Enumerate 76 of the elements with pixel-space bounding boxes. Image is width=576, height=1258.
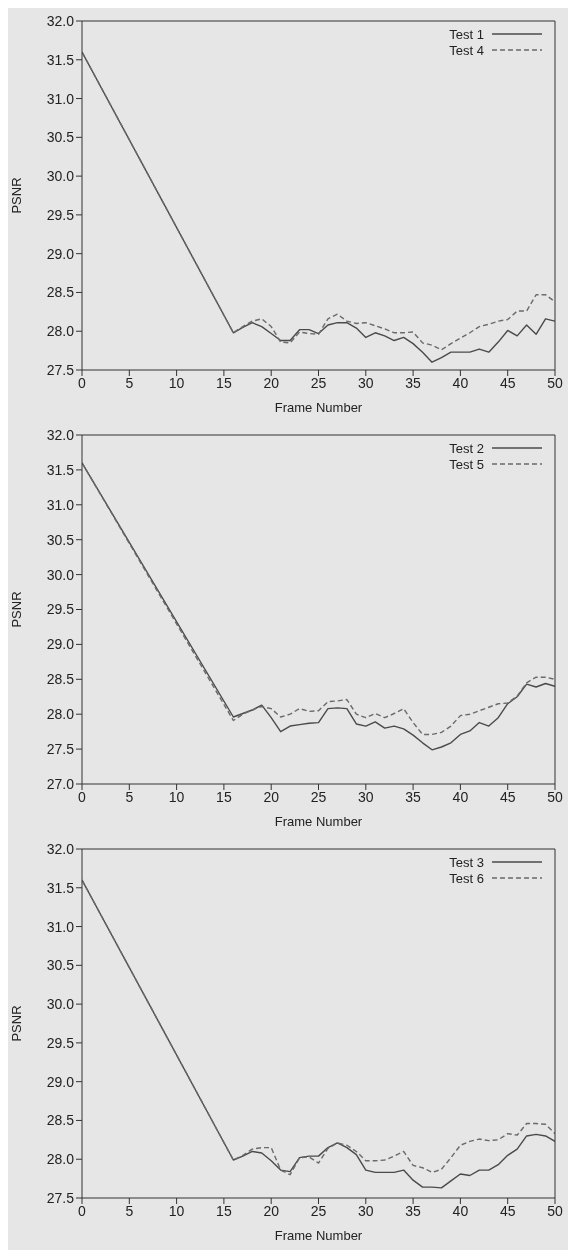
x-tick-label: 35: [405, 788, 422, 805]
x-tick-label: 25: [310, 374, 327, 391]
x-tick-label: 10: [168, 374, 185, 391]
x-tick-label: 0: [78, 1202, 87, 1219]
y-tick-label: 31.5: [46, 461, 75, 478]
legend-label: Test 6: [449, 870, 484, 886]
legend-label: Test 2: [449, 440, 484, 456]
y-tick-label: 30.0: [46, 168, 75, 185]
x-tick-label: 40: [452, 374, 469, 391]
y-axis-title: PSNR: [8, 177, 24, 214]
y-axis-title: PSNR: [8, 591, 24, 628]
y-tick-label: 27.5: [46, 741, 75, 758]
y-tick-label: 32.0: [46, 840, 75, 857]
x-tick-label: 50: [547, 1202, 563, 1219]
y-tick-label: 27.5: [46, 361, 75, 378]
y-tick-label: 31.0: [46, 90, 75, 107]
y-tick-label: 28.0: [46, 323, 75, 340]
y-tick-label: 31.0: [46, 496, 75, 513]
x-tick-label: 25: [310, 788, 327, 805]
y-tick-label: 30.5: [46, 531, 75, 548]
y-tick-label: 29.0: [46, 245, 75, 262]
x-tick-label: 5: [125, 374, 134, 391]
y-tick-label: 27.5: [46, 1189, 75, 1206]
x-tick-label: 45: [499, 374, 516, 391]
y-tick-label: 30.5: [46, 129, 75, 146]
x-tick-label: 15: [216, 374, 232, 391]
y-tick-label: 28.0: [46, 1151, 75, 1168]
x-tick-label: 10: [168, 1202, 185, 1219]
legend-label: Test 4: [449, 42, 484, 58]
y-tick-label: 29.5: [46, 1034, 75, 1051]
x-tick-label: 45: [499, 1202, 516, 1219]
x-tick-label: 50: [547, 788, 563, 805]
y-tick-label: 30.0: [46, 566, 75, 583]
y-tick-label: 32.0: [46, 12, 75, 29]
x-tick-label: 20: [263, 788, 280, 805]
y-tick-label: 28.5: [46, 1112, 75, 1129]
y-tick-label: 30.0: [46, 996, 75, 1013]
legend-label: Test 1: [449, 26, 484, 42]
x-tick-label: 30: [358, 1202, 374, 1219]
x-tick-label: 15: [216, 788, 232, 805]
x-tick-label: 5: [125, 788, 134, 805]
legend-label: Test 3: [449, 854, 484, 870]
x-tick-label: 0: [78, 788, 87, 805]
x-axis-title: Frame Number: [274, 1228, 363, 1243]
y-tick-label: 28.5: [46, 671, 75, 688]
y-tick-label: 30.5: [46, 957, 75, 974]
x-tick-label: 30: [358, 788, 374, 805]
x-tick-label: 15: [216, 1202, 232, 1219]
x-tick-label: 40: [452, 1202, 469, 1219]
y-tick-label: 28.5: [46, 284, 75, 301]
x-tick-label: 20: [263, 374, 280, 391]
x-axis-title: Frame Number: [274, 400, 363, 415]
y-tick-label: 28.0: [46, 706, 75, 723]
x-tick-label: 10: [168, 788, 185, 805]
x-tick-label: 35: [405, 1202, 422, 1219]
x-tick-label: 30: [358, 374, 374, 391]
y-tick-label: 32.0: [46, 426, 75, 443]
y-tick-label: 29.5: [46, 206, 75, 223]
x-tick-label: 50: [547, 374, 563, 391]
y-axis-title: PSNR: [8, 1005, 24, 1042]
x-tick-label: 45: [499, 788, 516, 805]
x-tick-label: 25: [310, 1202, 327, 1219]
y-tick-label: 29.5: [46, 601, 75, 618]
y-tick-label: 31.5: [46, 879, 75, 896]
y-tick-label: 31.0: [46, 918, 75, 935]
x-tick-label: 35: [405, 374, 422, 391]
y-tick-label: 31.5: [46, 51, 75, 68]
x-tick-label: 40: [452, 788, 469, 805]
y-tick-label: 29.0: [46, 1073, 75, 1090]
x-tick-label: 20: [263, 1202, 280, 1219]
x-tick-label: 5: [125, 1202, 134, 1219]
y-tick-label: 29.0: [46, 636, 75, 653]
x-tick-label: 0: [78, 374, 87, 391]
legend-label: Test 5: [449, 456, 484, 472]
x-axis-title: Frame Number: [274, 814, 363, 829]
y-tick-label: 27.0: [46, 775, 75, 792]
